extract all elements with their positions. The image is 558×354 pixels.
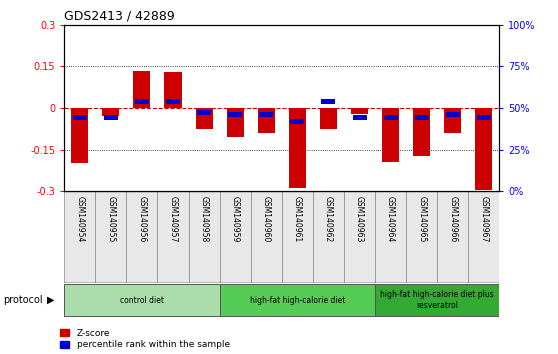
Text: GDS2413 / 42889: GDS2413 / 42889 [64,9,175,22]
Text: high-fat high-calorie diet: high-fat high-calorie diet [249,296,345,304]
Bar [165,72,181,108]
Bar [71,108,88,164]
Bar [320,108,337,129]
Text: GSM140960: GSM140960 [262,196,271,242]
Bar [477,115,491,120]
Bar [375,284,499,316]
Bar [321,99,335,104]
Bar [259,112,273,117]
Bar [353,115,367,120]
Text: GSM140959: GSM140959 [230,196,239,242]
Bar [133,70,151,108]
Bar [382,108,399,162]
Legend: Z-score, percentile rank within the sample: Z-score, percentile rank within the samp… [60,329,230,349]
Bar [468,191,499,283]
Bar [251,191,282,283]
Text: GSM140963: GSM140963 [355,196,364,242]
Bar [444,108,461,133]
Bar [135,99,149,104]
Text: control diet: control diet [120,296,164,304]
Bar [95,191,126,283]
Bar [344,191,375,283]
Text: high-fat high-calorie diet plus
resveratrol: high-fat high-calorie diet plus resverat… [381,290,494,310]
Text: GSM140966: GSM140966 [448,196,457,242]
Text: GSM140954: GSM140954 [75,196,84,242]
Bar [475,108,492,190]
Bar [415,115,429,120]
Bar [446,112,460,117]
Text: protocol: protocol [3,295,42,305]
Bar [73,115,86,120]
Bar [258,108,275,133]
Bar [313,191,344,283]
Bar [189,191,220,283]
Text: GSM140965: GSM140965 [417,196,426,242]
Bar [437,191,468,283]
Text: GSM140955: GSM140955 [107,196,116,242]
Bar [104,115,118,120]
Text: GSM140961: GSM140961 [293,196,302,242]
Bar [102,108,119,116]
Bar [197,110,211,115]
Text: GSM140956: GSM140956 [137,196,146,242]
Bar [375,191,406,283]
Bar [195,108,213,129]
Text: GSM140962: GSM140962 [324,196,333,242]
Bar [282,191,313,283]
Bar [383,115,398,120]
Text: GSM140957: GSM140957 [169,196,177,242]
Bar [227,108,244,137]
Bar [413,108,430,156]
Bar [406,191,437,283]
Text: GSM140967: GSM140967 [479,196,488,242]
Bar [157,191,189,283]
Bar [290,119,304,124]
Bar [64,284,220,316]
Text: ▶: ▶ [47,295,55,305]
Text: GSM140964: GSM140964 [386,196,395,242]
Bar [351,108,368,114]
Bar [220,191,251,283]
Bar [64,191,95,283]
Bar [166,99,180,104]
Text: GSM140958: GSM140958 [200,196,209,242]
Bar [126,191,157,283]
Bar [228,112,242,117]
Bar [289,108,306,188]
Bar [220,284,375,316]
